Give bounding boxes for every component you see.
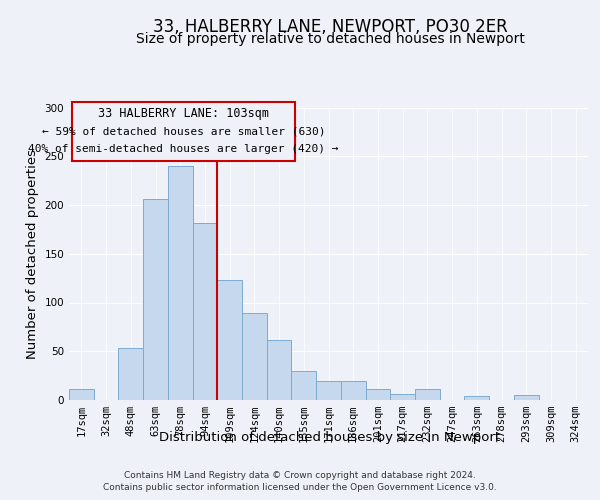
Bar bbox=[69, 390, 94, 400]
Text: 33 HALBERRY LANE: 103sqm: 33 HALBERRY LANE: 103sqm bbox=[98, 107, 269, 120]
Text: Size of property relative to detached houses in Newport: Size of property relative to detached ho… bbox=[136, 32, 524, 46]
Text: Distribution of detached houses by size in Newport: Distribution of detached houses by size … bbox=[160, 431, 500, 444]
Bar bbox=[217, 280, 242, 400]
Bar bbox=[514, 395, 539, 400]
Text: ← 59% of detached houses are smaller (630): ← 59% of detached houses are smaller (63… bbox=[41, 126, 325, 136]
Bar bbox=[316, 382, 341, 400]
Y-axis label: Number of detached properties: Number of detached properties bbox=[26, 149, 39, 359]
Bar bbox=[341, 380, 365, 400]
Bar bbox=[267, 340, 292, 400]
Text: Contains public sector information licensed under the Open Government Licence v3: Contains public sector information licen… bbox=[103, 483, 497, 492]
Bar bbox=[168, 166, 193, 400]
Bar bbox=[242, 313, 267, 400]
Bar bbox=[415, 390, 440, 400]
Text: 33, HALBERRY LANE, NEWPORT, PO30 2ER: 33, HALBERRY LANE, NEWPORT, PO30 2ER bbox=[152, 18, 508, 36]
Bar bbox=[390, 394, 415, 400]
Bar bbox=[292, 371, 316, 400]
Bar bbox=[143, 199, 168, 400]
Bar bbox=[118, 348, 143, 400]
Bar bbox=[193, 222, 217, 400]
Bar bbox=[464, 396, 489, 400]
Bar bbox=[365, 390, 390, 400]
Text: 40% of semi-detached houses are larger (420) →: 40% of semi-detached houses are larger (… bbox=[28, 144, 338, 154]
Text: Contains HM Land Registry data © Crown copyright and database right 2024.: Contains HM Land Registry data © Crown c… bbox=[124, 472, 476, 480]
